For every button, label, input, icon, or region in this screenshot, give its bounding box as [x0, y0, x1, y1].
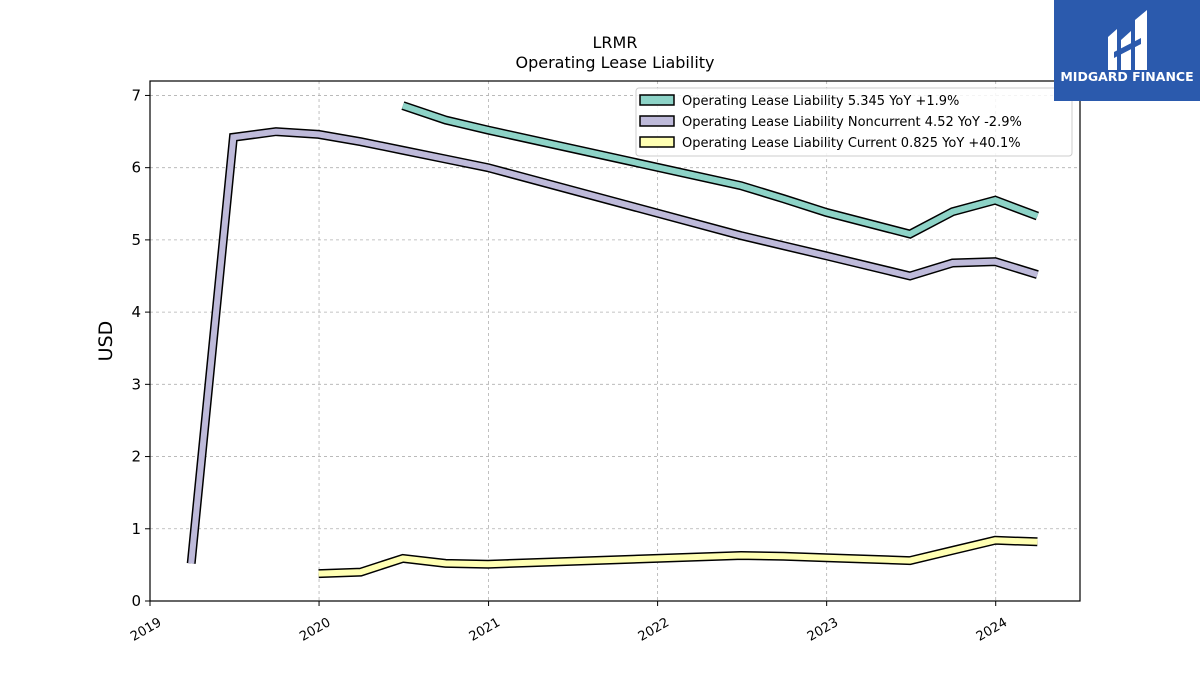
series-stroke [318, 537, 1038, 577]
series-layer [186, 101, 1039, 579]
x-tick-label: 2024 [974, 615, 1010, 645]
y-tick-label: 7 [131, 86, 141, 104]
x-tick-label: 2022 [636, 615, 672, 645]
chart-subtitle: Operating Lease Liability [515, 53, 714, 72]
y-tick-label: 1 [131, 520, 141, 538]
legend-swatch-total [639, 94, 675, 106]
logo-text: MIDGARD FINANCE [1060, 69, 1193, 84]
x-tick-label: 2023 [805, 615, 841, 645]
y-tick-label: 4 [131, 303, 141, 321]
legend: Operating Lease Liability 5.345 YoY +1.9… [635, 87, 1073, 157]
series-line-current [318, 535, 1038, 579]
midgard-finance-logo: MIDGARD FINANCE [1054, 0, 1200, 101]
y-axis-label: USD [95, 321, 117, 362]
x-tick-label: 2019 [128, 615, 164, 645]
series-stroke [188, 128, 1039, 564]
series-outline [186, 127, 1039, 564]
series-line-noncurrent [186, 127, 1039, 564]
chart-title: LRMR [593, 33, 638, 52]
series-line-total [401, 101, 1039, 239]
y-tick-label: 5 [131, 231, 141, 249]
legend-label-total: Operating Lease Liability 5.345 YoY +1.9… [682, 94, 959, 109]
plot-frame [149, 80, 1081, 602]
axis-ticks: 0 1 2 3 4 5 6 7 2019 2020 2021 2022 2023 2024 [128, 86, 1010, 644]
y-tick-label: 3 [131, 375, 141, 393]
legend-box [635, 87, 1073, 157]
legend-label-noncurrent: Operating Lease Liability Noncurrent 4.5… [682, 115, 1022, 130]
y-tick-label: 2 [131, 448, 141, 466]
legend-label-current: Operating Lease Liability Current 0.825 … [682, 136, 1021, 151]
legend-swatch-current [639, 136, 675, 148]
series-stroke [401, 102, 1039, 238]
x-tick-label: 2020 [297, 615, 333, 645]
legend-swatch-noncurrent [639, 115, 675, 127]
y-tick-label: 0 [131, 592, 141, 610]
y-tick-label: 6 [131, 159, 141, 177]
logo-mark-icon [1108, 10, 1147, 70]
x-tick-label: 2021 [467, 615, 503, 645]
